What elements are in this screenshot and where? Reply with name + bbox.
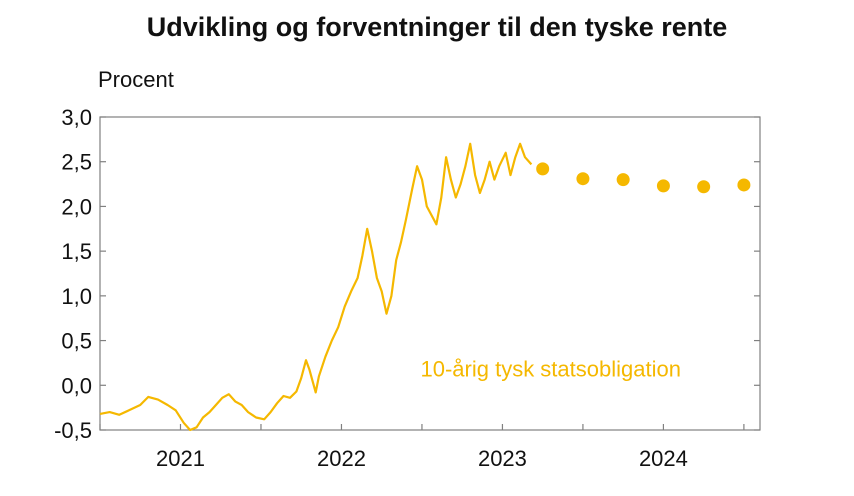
series-layer xyxy=(99,142,751,432)
forecast-point xyxy=(536,162,550,176)
y-tick-label: 1,5 xyxy=(61,239,92,264)
x-axis-ticks: 2021 2022 2023 2024 xyxy=(99,424,745,471)
series-line-10y-bund xyxy=(99,142,533,432)
y-axis-ticks: -0,5 0,0 0,5 1,0 1,5 2,0 2,5 3,0 xyxy=(54,105,760,443)
forecast-point xyxy=(697,180,711,194)
y-tick-label: 2,0 xyxy=(61,194,92,219)
forecast-point xyxy=(616,173,630,187)
y-tick-label: 2,5 xyxy=(61,150,92,175)
forecast-point xyxy=(576,172,590,186)
x-tick-label: 2024 xyxy=(639,446,688,471)
forecast-point xyxy=(737,178,751,192)
chart-title: Udvikling og forventninger til den tyske… xyxy=(147,12,728,42)
y-tick-label: 3,0 xyxy=(61,105,92,130)
y-tick-label: 1,0 xyxy=(61,284,92,309)
plot-frame xyxy=(99,116,761,431)
y-tick-label: 0,5 xyxy=(61,329,92,354)
x-tick-label: 2022 xyxy=(317,446,366,471)
y-tick-label: 0,0 xyxy=(61,373,92,398)
y-axis-label: Procent xyxy=(98,67,174,92)
series-label-10y-bund: 10-årig tysk statsobligation xyxy=(420,356,680,381)
x-tick-label: 2021 xyxy=(156,446,205,471)
x-tick-label: 2023 xyxy=(478,446,527,471)
y-tick-label: -0,5 xyxy=(54,418,92,443)
forecast-point xyxy=(656,179,670,193)
